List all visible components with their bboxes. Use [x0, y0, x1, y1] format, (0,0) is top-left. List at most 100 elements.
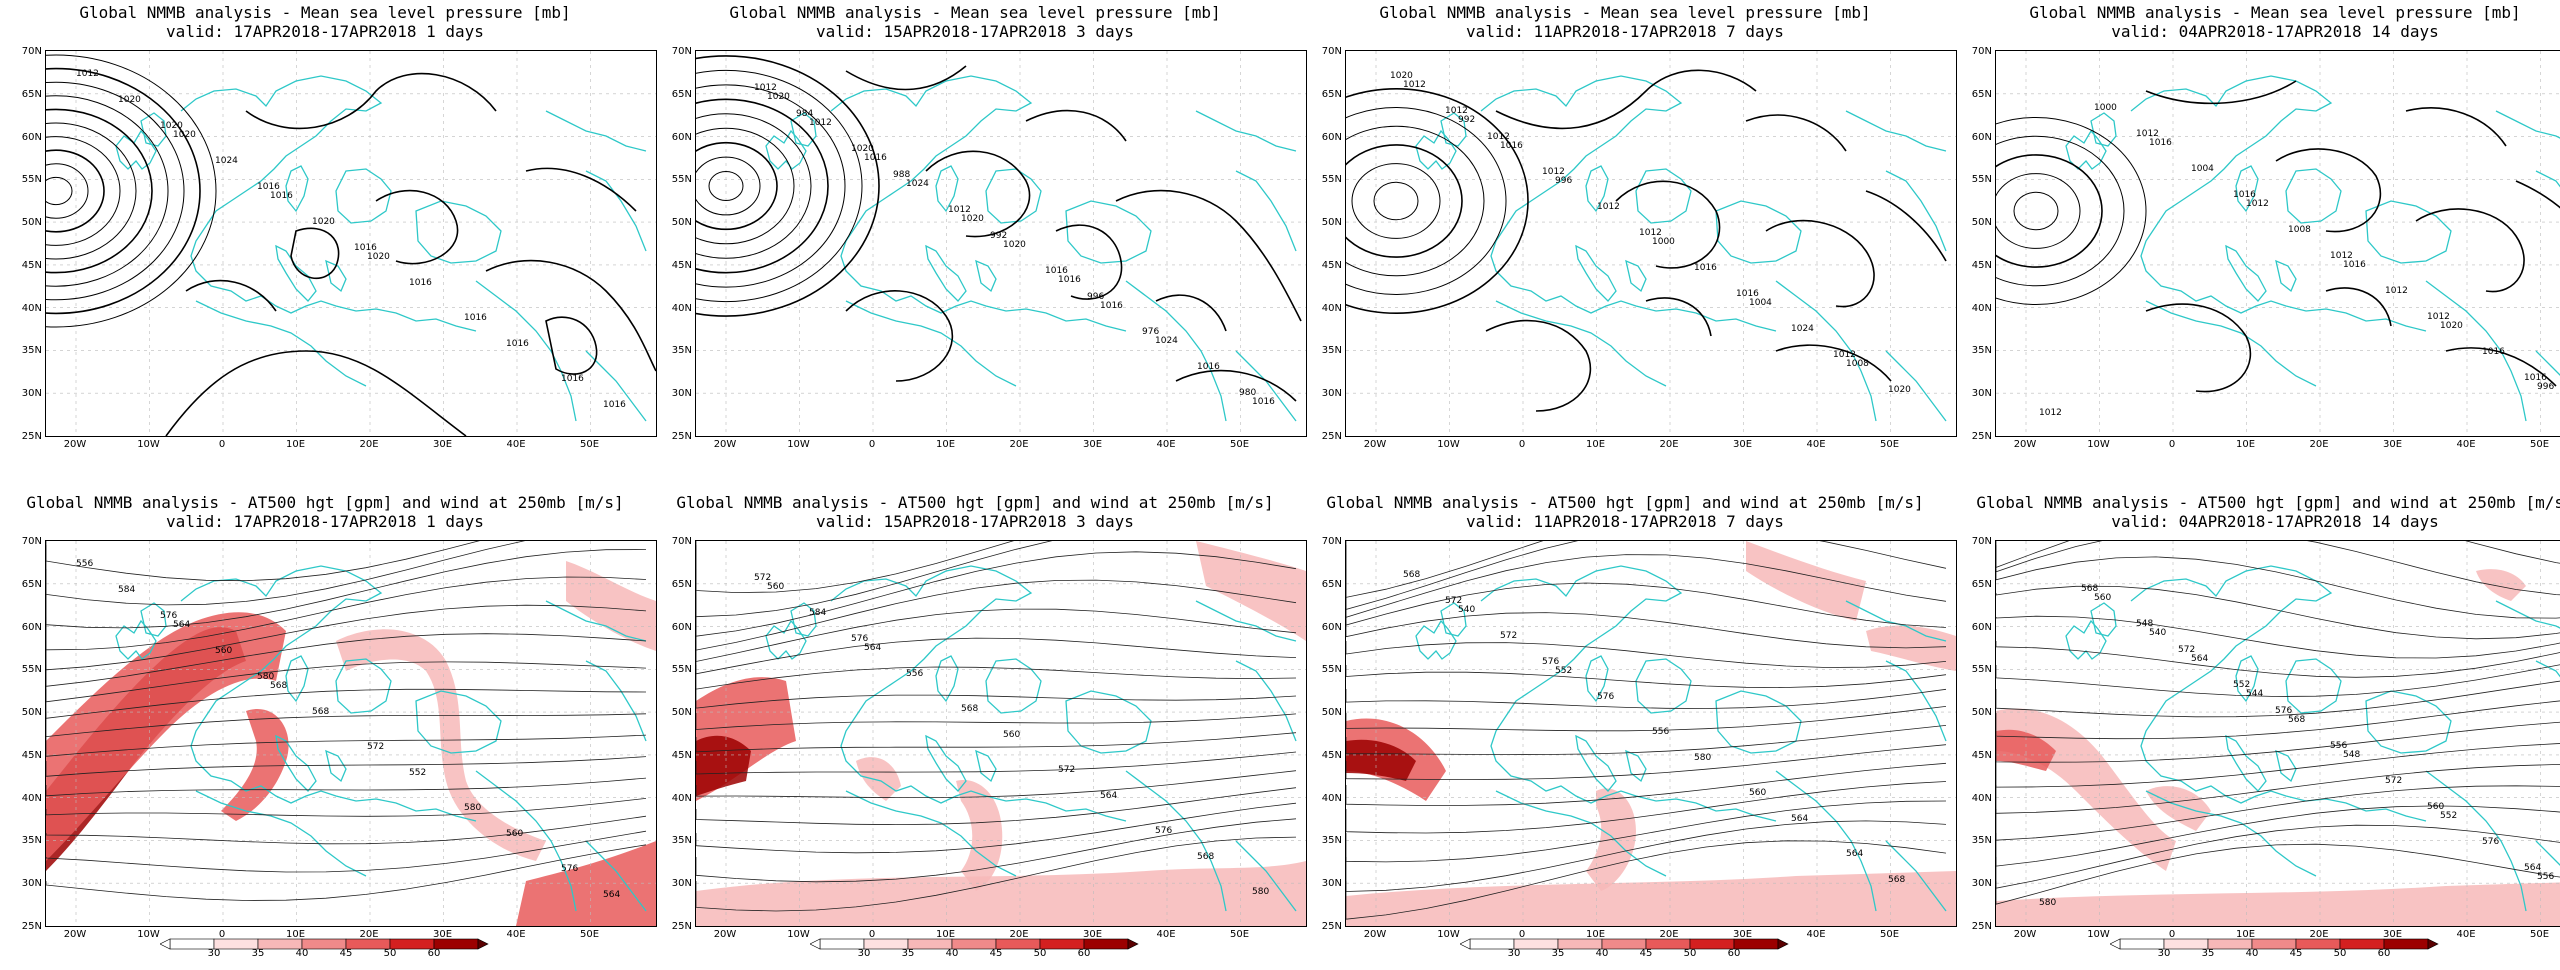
lat-tick-label: 30N — [671, 388, 692, 400]
lon-tick-label: 10E — [2235, 929, 2256, 940]
panel-title: Global NMMB analysis - Mean sea level pr… — [2029, 3, 2521, 22]
contour-label: 584 — [809, 608, 826, 618]
isobar — [1775, 344, 1892, 382]
contour-label: 1020 — [312, 217, 335, 227]
lon-tick-label: 50E — [2529, 439, 2550, 450]
lat-tick-label: 40N — [671, 792, 692, 804]
isobar — [1996, 154, 2103, 268]
contour-label: 576 — [1155, 826, 1172, 836]
isobar — [375, 189, 459, 265]
map-panel-z500-7: Global NMMB analysis - AT500 hgt [gpm] a… — [1300, 490, 1957, 970]
z500-map-icon: 556 564 568 572 580 576 584 560 568 552 560 564 576 5… — [45, 540, 657, 927]
contour-label: 1020 — [767, 92, 790, 102]
lon-tick-label: 10E — [935, 439, 956, 450]
colorbar-tick-label: 50 — [1033, 948, 1047, 959]
contour-label: 568 — [1403, 570, 1420, 580]
contour-label: 568 — [312, 707, 329, 717]
contour-label: 1012 — [1542, 167, 1565, 177]
colorbar-tick-label: 35 — [901, 948, 915, 959]
map-panel-mslp-14: Global NMMB analysis - Mean sea level pr… — [1950, 0, 2560, 480]
colorbar-tick-label: 35 — [1551, 948, 1565, 959]
lat-tick-label: 50N — [671, 707, 692, 719]
map-panel-z500-14: Global NMMB analysis - AT500 hgt [gpm] a… — [1950, 490, 2560, 970]
z500-map-icon: 540 544 548 552 556 560 564 568 572 576 580 548 552 5… — [1995, 540, 2560, 927]
lat-tick-label: 45N — [671, 749, 692, 761]
jet-wind-area — [856, 757, 901, 801]
lat-tick-label: 30N — [671, 878, 692, 890]
lat-tick-label: 35N — [1321, 345, 1342, 357]
colorbar-tick-label: 30 — [857, 948, 871, 959]
lon-tick-label: 20W — [63, 439, 87, 450]
isobar — [290, 227, 340, 280]
mslp-map-icon: 1016 1012 1016 1020 996 1000 1004 1008 1012 1016 1… — [1995, 50, 2560, 437]
panel-validity: valid: 15APR2018-17APR2018 3 days — [816, 512, 1134, 531]
isobar — [1645, 297, 1712, 337]
contour-label: 556 — [2330, 741, 2347, 751]
lon-tick-label: 10W — [1437, 929, 1460, 940]
contour-label: 1016 — [1058, 275, 1081, 285]
contour-label: 580 — [464, 803, 481, 813]
mslp-map-icon: 1020 1016 1020 1016 1024 1016 1012 1024 1020 1016… — [695, 50, 1307, 437]
lon-tick-label: 20E — [359, 929, 379, 940]
isobar — [708, 171, 744, 201]
panel-validity: valid: 15APR2018-17APR2018 3 days — [816, 22, 1134, 41]
contour-label: 1016 — [864, 153, 887, 163]
colorbar-tick-label: 30 — [207, 948, 221, 959]
contour-label: 1016 — [1252, 397, 1275, 407]
isobar — [1615, 180, 1721, 269]
isobar — [1351, 163, 1441, 239]
contour-label: 576 — [160, 611, 177, 621]
contour-label: 572 — [754, 573, 771, 583]
contour-label: 572 — [1500, 631, 1517, 641]
isobar — [46, 176, 73, 206]
colorbar-tick-label: 35 — [2201, 948, 2215, 959]
contour-label: 552 — [2440, 811, 2457, 821]
lat-tick-label: 60N — [1971, 621, 1992, 633]
lat-tick-label: 40N — [1971, 302, 1992, 314]
lat-tick-label: 70N — [1971, 536, 1992, 547]
contour-label: 568 — [2288, 715, 2305, 725]
lat-tick-label: 60N — [1321, 131, 1342, 143]
contour-label: 1016 — [1197, 362, 1220, 372]
contour-label: 980 — [1239, 388, 1256, 398]
isobar — [1025, 109, 1127, 142]
lat-tick-label: 40N — [21, 792, 42, 804]
lon-tick-label: 10W — [137, 439, 160, 450]
map-panel-z500-3: Global NMMB analysis - AT500 hgt [gpm] a… — [650, 490, 1307, 970]
contour-label: 556 — [2537, 872, 2554, 882]
lat-tick-label: 45N — [1321, 259, 1342, 271]
isobar — [1485, 319, 1592, 412]
contour-label: 568 — [1888, 875, 1905, 885]
lat-tick-label: 55N — [1321, 174, 1342, 186]
lat-tick-label: 35N — [21, 345, 42, 357]
panel-title: Global NMMB analysis - AT500 hgt [gpm] a… — [1976, 493, 2560, 512]
lon-tick-label: 10W — [137, 929, 160, 940]
isobar — [46, 95, 169, 287]
lat-tick-label: 65N — [21, 578, 42, 590]
contour-label: 1016 — [354, 243, 377, 253]
isobar — [1346, 88, 1529, 314]
isobar — [2013, 191, 2059, 231]
lat-tick-label: 25N — [671, 921, 692, 932]
panel-validity: valid: 04APR2018-17APR2018 14 days — [2111, 512, 2439, 531]
map-canvas: 1012102010161020101610161020102410201016… — [46, 51, 656, 436]
lat-tick-label: 55N — [1321, 664, 1342, 676]
lat-tick-label: 55N — [671, 664, 692, 676]
contour-label: 1012 — [948, 205, 971, 215]
contour-label: 560 — [1003, 730, 1020, 740]
colorbar-tick-label: 40 — [1595, 948, 1609, 959]
isobar — [545, 316, 598, 375]
lon-tick-label: 50E — [579, 929, 600, 940]
lon-tick-label: 10E — [2235, 439, 2256, 450]
lat-tick-label: 35N — [671, 835, 692, 847]
panel-title: Global NMMB analysis - Mean sea level pr… — [79, 3, 571, 22]
lat-tick-label: 50N — [21, 217, 42, 229]
jet-wind-area — [956, 780, 1003, 891]
lon-tick-label: 20W — [1363, 439, 1387, 450]
lon-tick-label: 10E — [285, 439, 306, 450]
isobar — [1346, 107, 1507, 295]
contour-label: 564 — [1100, 791, 1117, 801]
lon-tick-label: 0 — [1518, 439, 1526, 450]
lat-tick-label: 50N — [671, 217, 692, 229]
lon-tick-label: 50E — [1879, 929, 1900, 940]
